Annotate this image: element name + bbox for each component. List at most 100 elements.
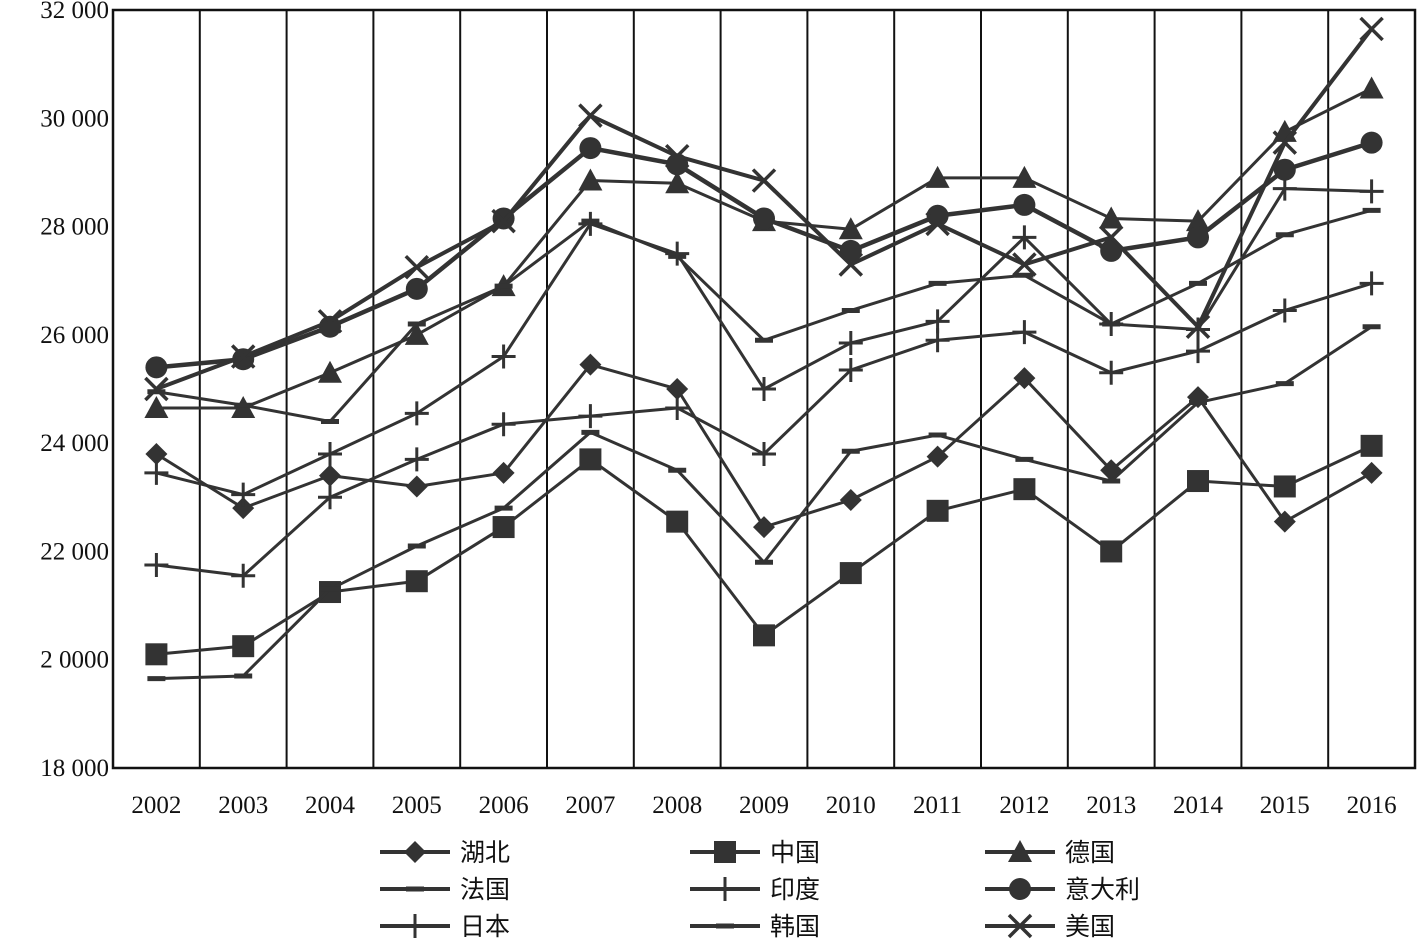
data-point [753, 207, 775, 230]
data-point [665, 171, 690, 194]
data-point [1100, 540, 1123, 563]
data-point [925, 165, 950, 188]
data-point [753, 624, 775, 647]
data-point [491, 344, 516, 369]
x-tick-label: 2009 [739, 792, 789, 819]
legend-marker [714, 841, 736, 863]
legend-item: 法国 [380, 875, 510, 904]
legend-item: 美国 [985, 912, 1115, 941]
data-point [1098, 225, 1124, 250]
legend-label: 意大利 [1065, 875, 1140, 904]
data-point [318, 441, 342, 466]
data-point [319, 464, 341, 487]
legend-label: 韩国 [770, 912, 820, 941]
legend-item: 意大利 [985, 875, 1140, 904]
data-point [926, 499, 949, 522]
data-point [1272, 130, 1298, 155]
data-point [232, 497, 255, 520]
series-line [156, 87, 1373, 410]
data-point [404, 447, 429, 472]
data-point [925, 328, 950, 353]
data-point [751, 168, 777, 193]
data-point [578, 211, 603, 236]
data-point [1099, 206, 1124, 229]
x-tick-label: 2011 [913, 792, 962, 819]
x-tick-label: 2006 [479, 792, 529, 819]
series-7 [147, 324, 1381, 682]
data-point [492, 516, 515, 539]
x-tick-label: 2007 [565, 792, 615, 819]
data-point [925, 211, 950, 237]
legend-marker [1009, 878, 1031, 900]
data-point [579, 137, 602, 160]
y-tick-label: 30 000 [40, 105, 109, 132]
data-point [666, 378, 689, 400]
data-point [318, 485, 342, 510]
data-point [665, 241, 690, 266]
data-point [1360, 131, 1383, 154]
data-point [144, 460, 169, 485]
data-point [665, 395, 690, 420]
y-tick-label: 26 000 [40, 322, 109, 349]
data-point [232, 635, 255, 658]
data-point [405, 475, 428, 498]
data-point [318, 360, 342, 383]
x-tick-label: 2010 [826, 792, 876, 819]
data-point [752, 377, 776, 401]
data-point [1012, 225, 1037, 250]
plot-frame [111, 8, 1417, 770]
data-point [1012, 252, 1037, 277]
legend-label: 日本 [460, 912, 510, 941]
legend-item: 印度 [690, 875, 820, 904]
data-point [1187, 470, 1209, 493]
data-point [664, 143, 690, 169]
data-point [1359, 16, 1384, 42]
plot-border [111, 8, 1417, 770]
series-8 [144, 16, 1384, 402]
data-point [1187, 226, 1209, 249]
data-point [1099, 312, 1124, 337]
x-tick-label: 2003 [218, 792, 268, 819]
x-tick-label: 2014 [1173, 792, 1224, 819]
data-point [1273, 510, 1296, 533]
data-point [578, 404, 603, 429]
legend-label: 中国 [770, 838, 820, 867]
data-point [405, 277, 428, 300]
data-point [1013, 367, 1036, 390]
x-tick-label: 2005 [392, 792, 442, 819]
legend-marker [1007, 913, 1033, 939]
data-point [1186, 209, 1210, 232]
data-point [319, 315, 341, 338]
legend-item: 韩国 [690, 912, 820, 941]
data-point [230, 344, 256, 369]
series-4 [144, 176, 1384, 507]
data-point [578, 168, 603, 191]
data-point [145, 442, 168, 465]
data-point [1360, 461, 1383, 484]
data-point [145, 356, 168, 379]
data-point [838, 358, 863, 383]
data-point [839, 562, 862, 585]
x-tick-label: 2008 [652, 792, 702, 819]
legend-item: 日本 [380, 912, 510, 941]
data-point [231, 563, 256, 588]
y-axis-tick-labels: 18 000 2 0000 22 000 24 000 26 000 28 000 30 0… [40, 0, 109, 782]
data-point [838, 217, 863, 240]
data-point [144, 552, 169, 577]
y-tick-label: 28 000 [40, 214, 109, 241]
legend-marker [404, 841, 426, 863]
data-point [1185, 314, 1211, 339]
data-point [838, 330, 863, 355]
data-point [404, 254, 430, 280]
data-point [753, 516, 775, 539]
data-point [1360, 434, 1383, 457]
data-point [317, 309, 343, 334]
data-point [145, 643, 168, 666]
data-point [838, 252, 864, 277]
data-point [404, 322, 429, 345]
legend-item: 湖北 [380, 838, 510, 867]
data-point [1013, 478, 1036, 501]
data-point [491, 208, 516, 234]
data-point [405, 570, 428, 593]
